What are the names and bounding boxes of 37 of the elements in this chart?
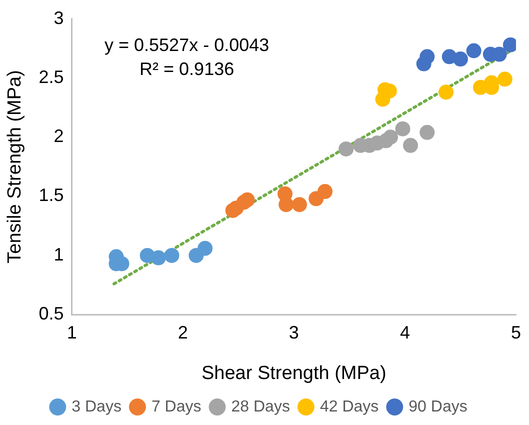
x-axis-title: Shear Strength (MPa) <box>202 362 386 384</box>
x-tick-label: 1 <box>66 322 77 342</box>
point <box>497 72 512 87</box>
y-tick-label: 2.5 <box>38 66 64 87</box>
point <box>438 84 454 100</box>
point <box>420 124 435 140</box>
point <box>198 240 213 256</box>
point <box>164 248 180 263</box>
point <box>278 197 294 212</box>
annotation: R² = 0.9136 <box>140 58 234 79</box>
point <box>338 141 354 156</box>
y-tick-label: 3 <box>54 8 64 28</box>
point <box>150 250 166 266</box>
x-tick-label: 3 <box>288 322 299 342</box>
point <box>383 130 398 145</box>
legend-label: 28 Days <box>231 398 290 416</box>
point <box>403 138 418 153</box>
legend-label: 90 Days <box>408 398 468 416</box>
legend-label: 42 Days <box>320 398 379 416</box>
point <box>395 121 410 136</box>
y-tick-label: 0.5 <box>38 304 64 324</box>
x-tick-label: 4 <box>400 322 410 342</box>
annotation: y = 0.5527x - 0.0043 <box>104 34 270 55</box>
point <box>318 184 332 200</box>
point <box>452 52 468 67</box>
y-axis-title: Tensile Strength (MPa) <box>4 70 26 264</box>
x-tick-label: 5 <box>510 322 521 342</box>
legend-label: 7 Days <box>151 398 202 416</box>
x-tick-label: 2 <box>178 322 188 342</box>
y-tick-label: 1.5 <box>38 185 64 206</box>
legend-label: 3 Days <box>72 398 122 416</box>
point <box>420 49 435 64</box>
point <box>466 43 482 58</box>
y-tick-label: 2 <box>54 126 64 146</box>
y-tick-label: 1 <box>54 244 64 264</box>
point <box>292 197 307 212</box>
point <box>240 192 255 208</box>
